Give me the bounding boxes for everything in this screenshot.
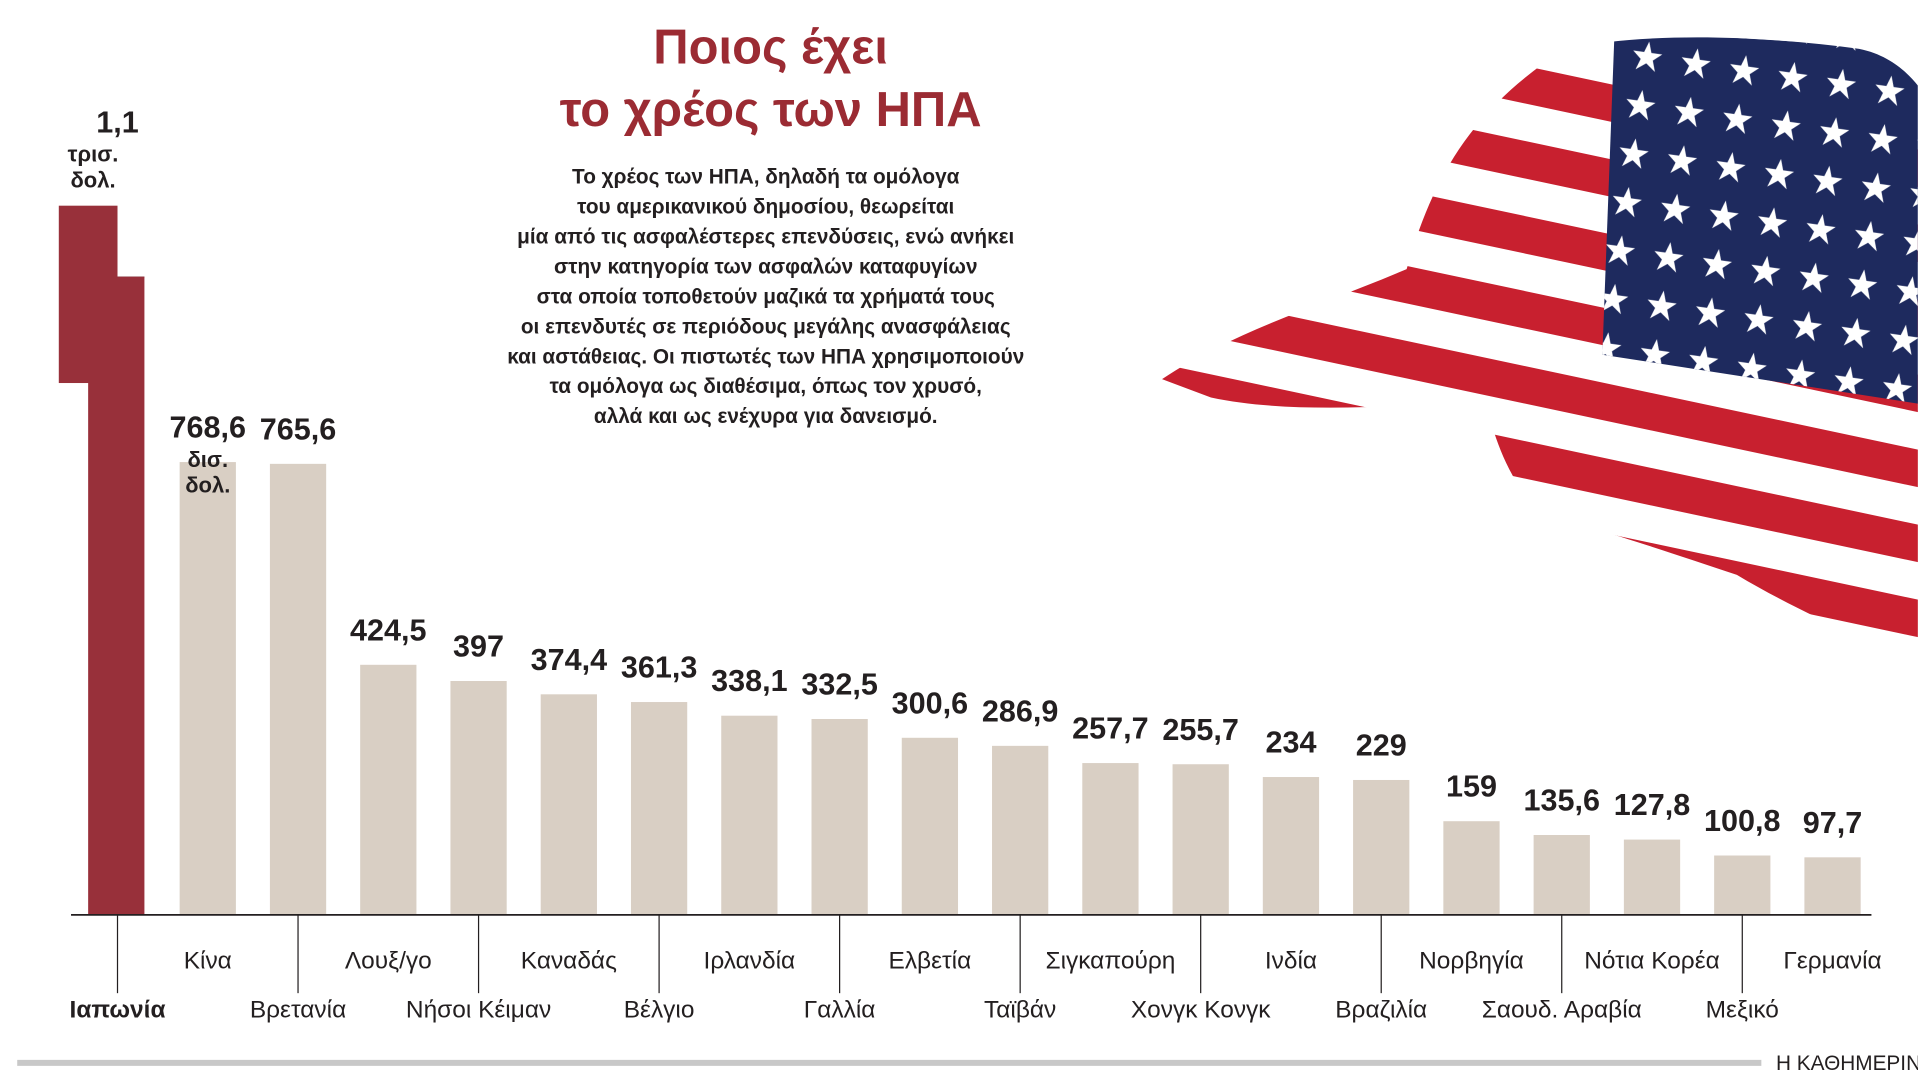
bar <box>1082 763 1139 915</box>
category-label: Ταϊβάν <box>984 997 1056 1024</box>
value-label: 1,1 <box>96 105 139 139</box>
bar <box>269 463 327 915</box>
category-label: Ιρλανδία <box>704 948 796 975</box>
chart-title: το χρέος των ΗΠΑ <box>560 83 982 137</box>
category-label: Νήσοι Κέιμαν <box>406 997 551 1024</box>
bar <box>1172 764 1229 915</box>
value-label: 338,1 <box>711 664 787 698</box>
bar <box>721 715 778 915</box>
value-label: 229 <box>1356 729 1407 763</box>
unit-label: δολ. <box>70 167 115 192</box>
category-label: Ινδία <box>1265 948 1317 975</box>
subtitle-line: μία από τις ασφαλέστερες επενδύσεις, ενώ… <box>517 225 1014 248</box>
category-label: Λουξ/γο <box>345 948 432 975</box>
bar <box>630 702 688 915</box>
unit-label: δισ. <box>187 447 228 472</box>
unit-label: δολ. <box>185 473 230 498</box>
bar <box>1262 777 1320 915</box>
category-label: Νότια Κορέα <box>1584 948 1720 975</box>
subtitle-line: στην κατηγορία των ασφαλών καταφυγίων <box>554 255 978 278</box>
value-label: 127,8 <box>1614 788 1690 822</box>
subtitle-line: Το χρέος των ΗΠΑ, δηλαδή τα ομόλογα <box>572 165 960 188</box>
value-label: 397 <box>453 630 504 664</box>
value-label: 765,6 <box>260 412 336 446</box>
value-label: 361,3 <box>621 651 697 685</box>
bar <box>540 694 597 915</box>
subtitle-line: στα οποία τοποθετούν μαζικά τα χρήματά τ… <box>537 285 995 308</box>
category-label: Καναδάς <box>521 948 617 975</box>
category-label: Νορβηγία <box>1419 948 1524 975</box>
category-label: Σιγκαπούρη <box>1045 948 1175 975</box>
value-label: 255,7 <box>1162 713 1238 747</box>
unit-label: τρισ. <box>68 142 119 167</box>
value-label: 300,6 <box>892 686 968 720</box>
category-label: Κίνα <box>184 948 232 975</box>
bar <box>88 276 145 915</box>
chart-title: Ποιος έχει <box>653 21 888 75</box>
bar <box>1804 857 1861 915</box>
category-label: Βραζιλία <box>1335 997 1427 1024</box>
subtitle-line: αλλά και ως ενέχυρα για δανεισμό. <box>594 405 938 428</box>
value-label: 424,5 <box>350 613 426 647</box>
category-label: Σαουδ. Αραβία <box>1482 997 1642 1024</box>
bar <box>1353 779 1410 915</box>
bar <box>450 680 507 915</box>
subtitle-line: οι επενδυτές σε περιόδους μεγάλης ανασφά… <box>521 315 1011 338</box>
bar <box>811 718 868 915</box>
value-label: 100,8 <box>1704 804 1780 838</box>
subtitle-line: και αστάθειας. Οι πιστωτές των ΗΠΑ χρησι… <box>507 345 1024 368</box>
value-label: 286,9 <box>982 694 1058 728</box>
subtitle-line: τα ομόλογα ως διαθέσιμα, όπως τον χρυσό, <box>550 375 982 398</box>
value-label: 135,6 <box>1524 784 1600 818</box>
flag <box>1162 37 1918 667</box>
value-label: 374,4 <box>531 643 607 677</box>
bar <box>1533 834 1590 915</box>
category-label: Γαλλία <box>804 997 876 1024</box>
category-label: Μεξικό <box>1706 997 1779 1024</box>
value-label: 257,7 <box>1072 712 1148 746</box>
bar <box>992 745 1049 915</box>
category-label: Βέλγιο <box>624 997 695 1024</box>
category-label: Γερμανία <box>1783 948 1881 975</box>
bar <box>179 462 236 915</box>
value-label: 768,6 <box>170 411 246 445</box>
value-label: 159 <box>1446 770 1497 804</box>
bar <box>1714 855 1771 915</box>
bar <box>1443 821 1500 915</box>
category-label: Χονγκ Κονγκ <box>1131 997 1271 1024</box>
category-label: Ελβετία <box>889 948 972 975</box>
value-label: 332,5 <box>801 668 877 702</box>
category-label: Ιαπωνία <box>70 997 166 1024</box>
source: Η ΚΑΘΗΜΕΡΙΝΗ <box>1776 1052 1918 1075</box>
value-label: 234 <box>1265 726 1316 760</box>
value-label: 97,7 <box>1803 806 1862 840</box>
subtitle-line: του αμερικανικού δημοσίου, θεωρείται <box>577 195 954 218</box>
bar <box>1623 839 1681 915</box>
bar <box>360 664 417 915</box>
bar <box>901 737 959 915</box>
category-label: Βρετανία <box>250 997 346 1024</box>
